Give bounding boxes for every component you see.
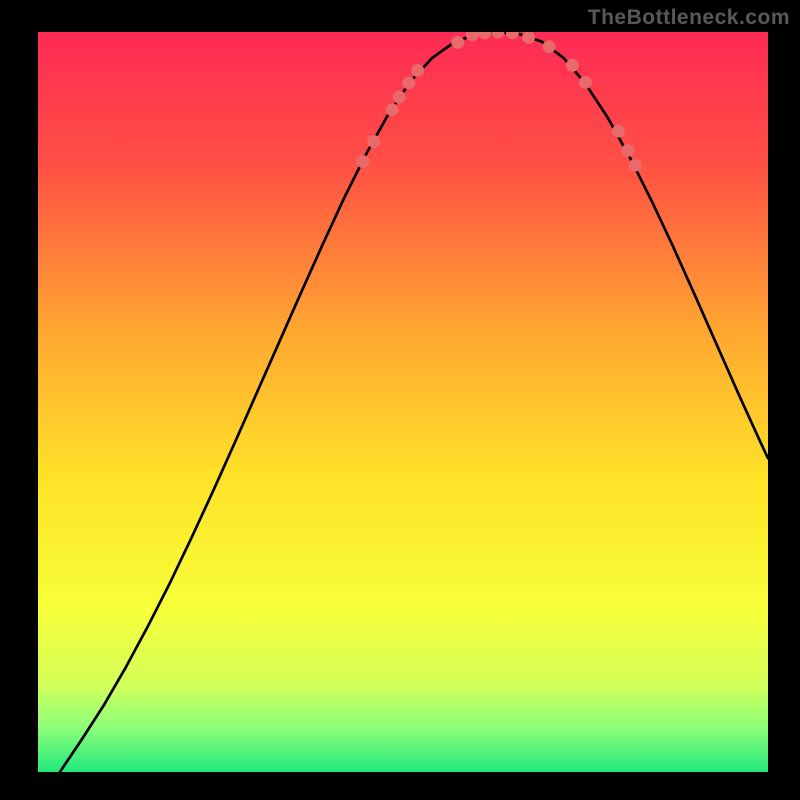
data-point xyxy=(506,32,519,39)
chart-svg xyxy=(38,32,768,772)
data-point xyxy=(356,155,369,168)
data-point xyxy=(543,40,556,53)
data-point xyxy=(466,32,479,41)
data-point xyxy=(566,59,579,72)
data-point xyxy=(579,76,592,89)
plot-area xyxy=(38,32,768,772)
data-point xyxy=(402,77,415,90)
data-point xyxy=(367,135,380,148)
data-point xyxy=(629,159,642,172)
watermark-text: TheBottleneck.com xyxy=(588,6,790,30)
data-point xyxy=(522,32,535,44)
chart-container: TheBottleneck.com xyxy=(0,0,800,800)
data-point xyxy=(621,144,634,157)
data-point xyxy=(612,125,625,138)
data-point xyxy=(478,32,491,39)
data-point xyxy=(386,103,399,116)
data-point xyxy=(411,64,424,77)
data-point xyxy=(393,91,406,104)
gradient-background xyxy=(38,32,768,772)
data-point xyxy=(491,32,504,39)
data-point xyxy=(451,36,464,49)
bottleneck-curve xyxy=(60,32,768,772)
